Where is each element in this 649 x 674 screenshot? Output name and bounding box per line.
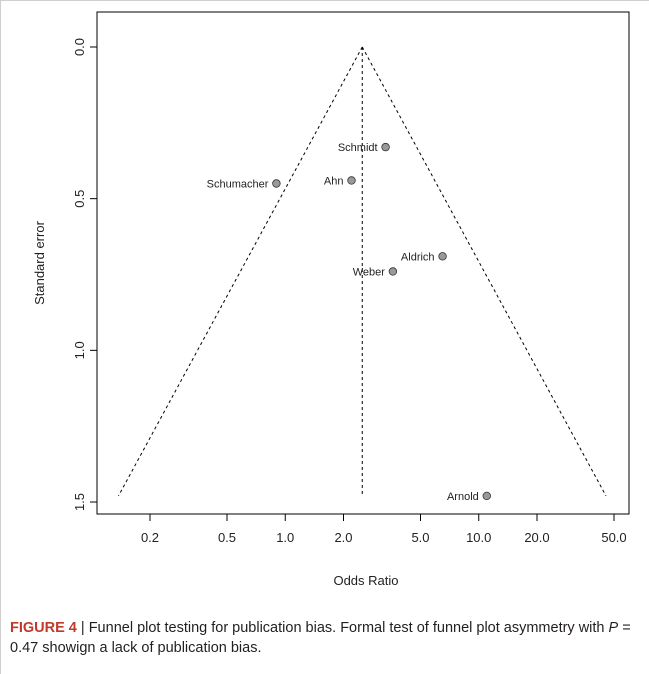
figure-label: FIGURE 4 — [10, 620, 77, 636]
caption-text-1: Funnel plot testing for publication bias… — [88, 620, 609, 636]
x-tick-label: 1.0 — [276, 530, 294, 545]
y-tick-label: 0.0 — [72, 38, 87, 56]
x-tick-label: 20.0 — [524, 530, 549, 545]
y-axis: 0.0 0.5 1.0 1.5 — [72, 38, 97, 511]
study-point-label: Aldrich — [401, 251, 435, 263]
study-point-label: Schmidt — [338, 142, 378, 154]
x-tick-label: 10.0 — [466, 530, 491, 545]
funnel-plot-figure: 0.2 0.5 1.0 2.0 5.0 10.0 20.0 50.0 0.0 0.5 1.0 1.5… — [32, 11, 630, 588]
funnel-left-line — [118, 46, 363, 497]
y-tick-label: 1.0 — [72, 341, 87, 359]
study-point — [438, 252, 447, 261]
study-point-label: Weber — [353, 266, 386, 278]
left-rule — [0, 0, 1, 674]
study-point — [482, 491, 491, 501]
study-point-label: Schumacher — [207, 179, 269, 191]
funnel-lines — [118, 46, 607, 497]
x-tick-label: 2.0 — [334, 530, 352, 545]
study-point — [347, 176, 356, 185]
study-point — [272, 179, 281, 188]
x-tick-label: 5.0 — [411, 530, 429, 545]
caption-text-2: = 0.47 showign a lack of publication bia… — [10, 620, 631, 656]
y-tick-label: 1.5 — [72, 493, 87, 511]
funnel-plot: 0.2 0.5 1.0 2.0 5.0 10.0 20.0 50.0 0.0 0.5 1.0 1.5… — [32, 11, 630, 588]
study-point-label: Arnold — [447, 491, 479, 503]
caption-p-symbol: P — [608, 620, 619, 636]
y-tick-label: 0.5 — [72, 190, 87, 208]
funnel-right-line — [361, 46, 607, 497]
top-rule — [0, 0, 649, 1]
y-axis-title: Standard error — [32, 220, 47, 304]
study-point — [388, 267, 398, 276]
figure-caption: FIGURE 4 | Funnel plot testing for publi… — [10, 618, 640, 658]
study-point-label: Ahn — [324, 175, 344, 187]
plot-frame — [96, 11, 630, 515]
caption-separator: | — [76, 620, 89, 636]
data-points: Schmidt Schumacher Ahn Aldrich Weber Arnold — [207, 142, 491, 503]
x-tick-label: 0.5 — [218, 530, 236, 545]
x-axis: 0.2 0.5 1.0 2.0 5.0 10.0 20.0 50.0 — [141, 514, 627, 545]
study-point — [381, 142, 390, 152]
x-tick-label: 0.2 — [141, 530, 159, 545]
x-tick-label: 50.0 — [601, 530, 626, 545]
x-axis-title: Odds Ratio — [333, 573, 398, 588]
